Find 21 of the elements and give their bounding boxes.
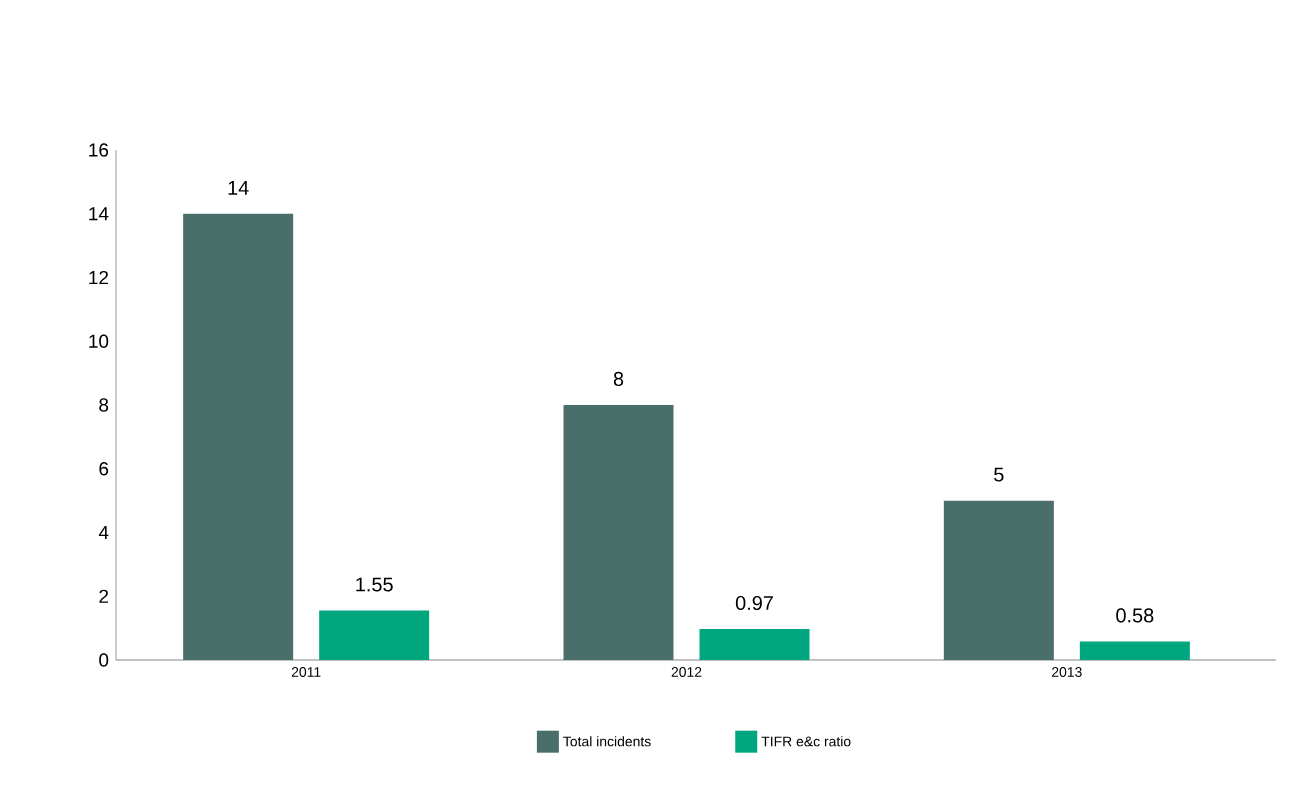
bar xyxy=(183,213,294,660)
data-label: 0.97 xyxy=(735,595,773,611)
bar xyxy=(943,500,1054,660)
data-label: 0.58 xyxy=(1116,608,1154,623)
data-label: 5 xyxy=(994,467,1004,482)
bar xyxy=(1079,641,1190,660)
y-tick-label: 4 xyxy=(98,525,109,540)
y-tick-label: 8 xyxy=(99,398,109,412)
y-tick-label: 10 xyxy=(89,334,109,348)
bar xyxy=(699,629,810,660)
y-tick-label: 12 xyxy=(89,270,109,285)
data-label: 1.55 xyxy=(356,577,393,592)
y-tick-label: 0 xyxy=(99,653,109,667)
data-label: 8 xyxy=(613,371,624,386)
y-tick-label: 2 xyxy=(99,589,109,603)
data-label: 14 xyxy=(228,180,249,195)
y-tick-label: 6 xyxy=(99,462,109,476)
bar xyxy=(319,610,430,660)
bar xyxy=(563,405,674,660)
y-tick-label: 14 xyxy=(89,207,109,221)
y-tick-label: 16 xyxy=(89,143,109,157)
